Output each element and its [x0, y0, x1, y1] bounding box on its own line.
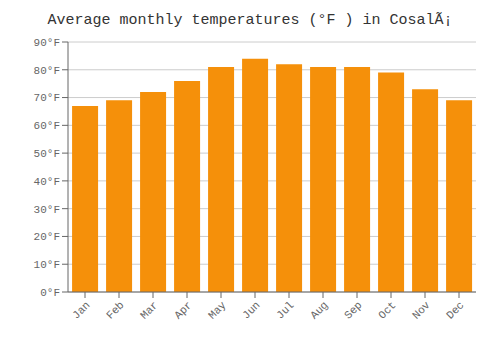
- svg-text:Apr: Apr: [172, 299, 194, 321]
- svg-text:80°F: 80°F: [34, 65, 60, 77]
- svg-text:90°F: 90°F: [34, 37, 60, 49]
- svg-text:Jul: Jul: [274, 299, 296, 321]
- svg-text:Sep: Sep: [342, 299, 364, 321]
- svg-text:Feb: Feb: [104, 299, 126, 321]
- svg-text:0°F: 0°F: [40, 287, 60, 299]
- svg-text:50°F: 50°F: [34, 148, 60, 160]
- svg-text:Aug: Aug: [308, 299, 330, 321]
- html-text:Average monthly temperatures (: Average monthly temperatures (°F ) in Co…: [47, 12, 453, 29]
- svg-text:Jun: Jun: [240, 299, 262, 321]
- svg-text:20°F: 20°F: [34, 231, 60, 243]
- svg-text:Oct: Oct: [376, 299, 398, 321]
- svg-text:Dec: Dec: [444, 299, 466, 321]
- svg-text:May: May: [206, 299, 229, 322]
- svg-text:70°F: 70°F: [34, 92, 60, 104]
- svg-text:60°F: 60°F: [34, 120, 60, 132]
- svg-text:40°F: 40°F: [34, 176, 60, 188]
- svg-text:Mar: Mar: [138, 299, 160, 321]
- svg-text:30°F: 30°F: [34, 204, 60, 216]
- svg-text:Nov: Nov: [410, 299, 433, 322]
- svg-text:10°F: 10°F: [34, 259, 60, 271]
- svg-text:Jan: Jan: [70, 299, 92, 321]
